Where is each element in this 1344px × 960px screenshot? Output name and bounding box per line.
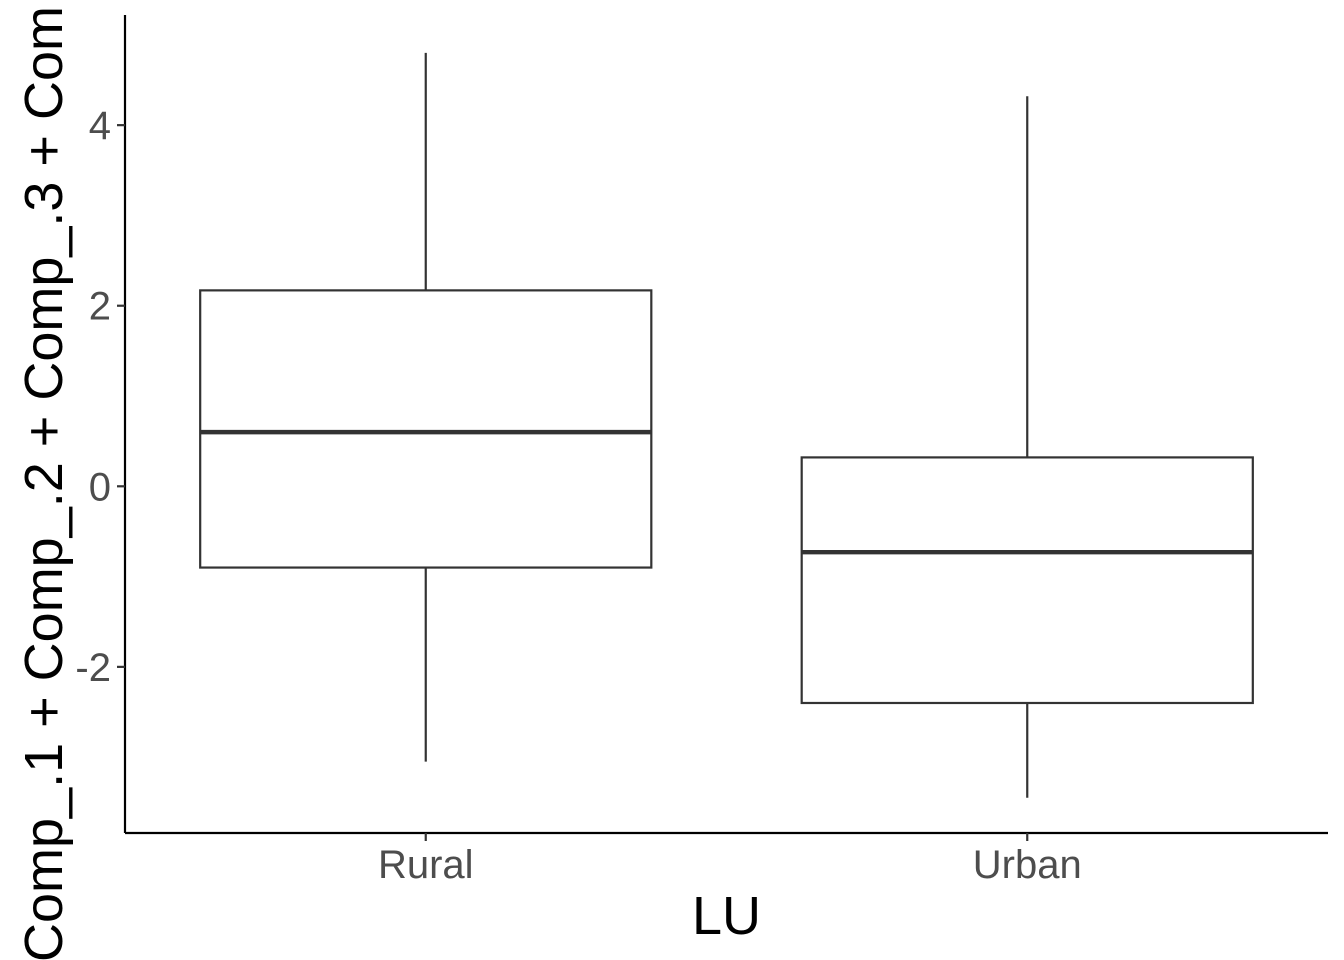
box-rural [199,52,653,762]
iqr-box [199,289,653,569]
y-tick-label: 0 [89,465,111,509]
x-axis-ticks: Rural Urban [378,833,1082,887]
x-axis-title: LU [692,886,761,946]
y-tick-label: 2 [89,285,111,329]
plot-area [199,52,1254,798]
x-tick-label: Rural [378,843,474,887]
box-urban [800,96,1254,798]
y-tick-label: 4 [89,104,111,148]
y-axis-title: Comp_.1 + Comp_.2 + Comp_.3 + Com [14,6,74,960]
y-tick-label: -2 [75,646,111,690]
y-axis-ticks: -2 0 2 4 [75,104,125,690]
x-tick-label: Urban [973,843,1082,887]
iqr-box [800,456,1254,705]
